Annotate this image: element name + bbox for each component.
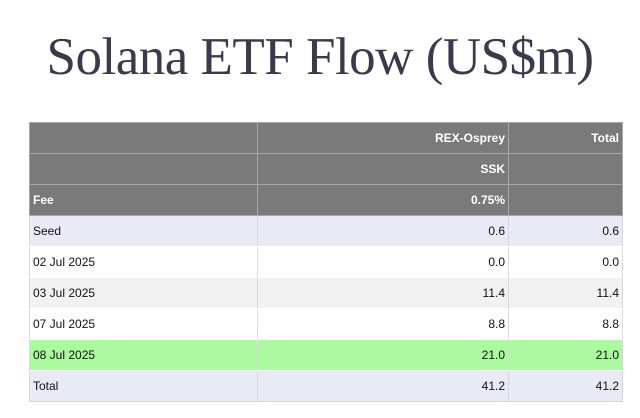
header-row-fee: Fee 0.75% <box>29 184 623 216</box>
table-row-08-jul-2025-highlighted: 08 Jul 2025 21.0 21.0 <box>29 339 623 371</box>
table-row-02-jul-2025: 02 Jul 2025 0.0 0.0 <box>29 246 623 278</box>
row-label: 08 Jul 2025 <box>29 339 258 371</box>
header-row-fund-name: REX-Osprey Total <box>29 122 623 154</box>
header-cell-rex-osprey: REX-Osprey <box>257 122 509 154</box>
page-title: Solana ETF Flow (US$m) <box>46 28 594 86</box>
header-cell-label-fund <box>29 122 258 154</box>
row-total-value: 8.8 <box>508 308 623 340</box>
row-label: 02 Jul 2025 <box>29 246 258 278</box>
table-row-total: Total 41.2 41.2 <box>29 370 623 402</box>
row-rex-osprey-value: 0.6 <box>257 215 509 247</box>
table-header: REX-Osprey Total SSK Fee 0.75% <box>29 122 623 216</box>
row-total-value: 21.0 <box>508 339 623 371</box>
row-total-value: 41.2 <box>508 370 623 402</box>
row-label: Seed <box>29 215 258 247</box>
row-rex-osprey-value: 11.4 <box>257 277 509 309</box>
table-row-07-jul-2025: 07 Jul 2025 8.8 8.8 <box>29 308 623 340</box>
row-label: Total <box>29 370 258 402</box>
row-label: 03 Jul 2025 <box>29 277 258 309</box>
row-total-value: 0.6 <box>508 215 623 247</box>
header-cell-fee-rex-osprey: 0.75% <box>257 184 509 216</box>
header-cell-ticker-ssk: SSK <box>257 153 509 185</box>
table-body: Seed 0.6 0.6 02 Jul 2025 0.0 0.0 03 Jul … <box>29 215 623 402</box>
header-cell-label-ticker <box>29 153 258 185</box>
row-total-value: 0.0 <box>508 246 623 278</box>
header-cell-ticker-total <box>508 153 623 185</box>
row-rex-osprey-value: 41.2 <box>257 370 509 402</box>
etf-flow-table: REX-Osprey Total SSK Fee 0.75% Seed 0.6 … <box>29 122 623 402</box>
header-cell-total: Total <box>508 122 623 154</box>
row-label: 07 Jul 2025 <box>29 308 258 340</box>
row-rex-osprey-value: 0.0 <box>257 246 509 278</box>
table-row-seed: Seed 0.6 0.6 <box>29 215 623 247</box>
header-cell-fee-label: Fee <box>29 184 258 216</box>
header-cell-fee-total <box>508 184 623 216</box>
table-row-03-jul-2025: 03 Jul 2025 11.4 11.4 <box>29 277 623 309</box>
row-rex-osprey-value: 21.0 <box>257 339 509 371</box>
row-rex-osprey-value: 8.8 <box>257 308 509 340</box>
header-row-ticker: SSK <box>29 153 623 185</box>
row-total-value: 11.4 <box>508 277 623 309</box>
